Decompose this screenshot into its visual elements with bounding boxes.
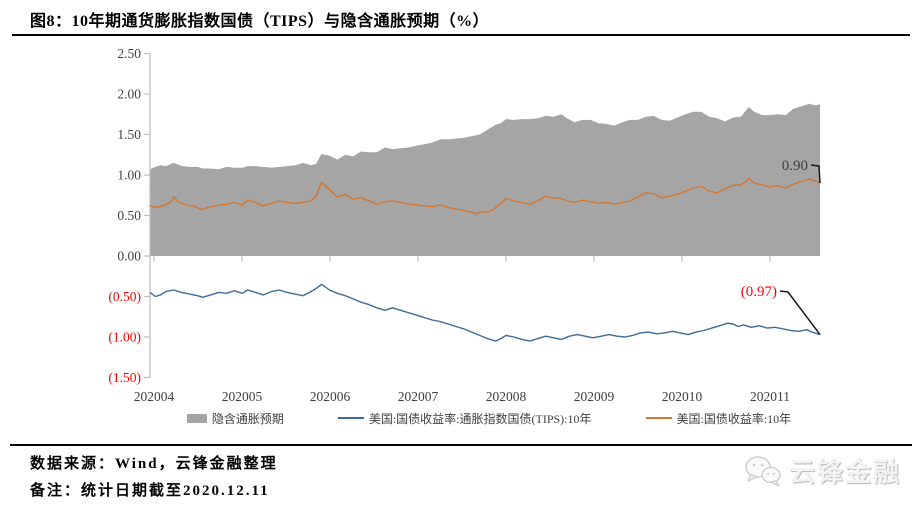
nominal-yield-line xyxy=(149,177,821,215)
figure-title: 图8：10年期通货膨胀指数国债（TIPS）与隐含通胀预期（%） xyxy=(30,13,490,30)
legend-item-nominal: 美国:国债收益率:10年 xyxy=(645,410,792,427)
wechat-bubbles-icon xyxy=(745,455,781,487)
annotation-value-label: (0.97) xyxy=(741,284,777,300)
footer-divider xyxy=(10,444,912,446)
legend-label-breakeven: 隐含通胀预期 xyxy=(211,411,284,426)
y-axis-tick-label: (1.50) xyxy=(108,370,141,385)
legend-item-breakeven: 隐含通胀预期 xyxy=(186,410,284,427)
x-axis-tick-label: 202006 xyxy=(310,389,351,404)
y-axis-tick-label: 2.50 xyxy=(117,46,141,61)
y-axis-tick-label: (0.50) xyxy=(108,289,141,304)
brand-logo-text: 云锋金融 xyxy=(788,458,901,487)
nominal-line-swatch xyxy=(645,417,672,419)
annotation-callout-line xyxy=(779,290,821,336)
y-axis-tick-label: 0.00 xyxy=(117,249,141,264)
title-divider xyxy=(12,34,910,36)
y-axis-tick-label: 1.00 xyxy=(117,168,141,183)
x-axis-tick-label: 202009 xyxy=(574,389,615,404)
tips-yield-line xyxy=(149,283,821,342)
x-axis-tick-label: 202004 xyxy=(134,389,175,404)
legend-label-nominal: 美国:国债收益率:10年 xyxy=(676,411,792,426)
annotation-value-label: 0.90 xyxy=(782,158,808,174)
x-axis-tick-label: 202011 xyxy=(750,389,790,404)
x-axis-tick-label: 202007 xyxy=(398,389,439,404)
brand-watermark: 云锋金融 xyxy=(743,452,901,489)
x-axis-tick-label: 202005 xyxy=(222,389,263,404)
annotation-callout-line xyxy=(810,164,821,184)
note-text: 备注：统计日期截至2020.12.11 xyxy=(30,483,270,499)
y-axis-tick-label: 1.50 xyxy=(117,127,141,142)
chart-legend: 隐含通胀预期 美国:国债收益率:通胀指数国债(TIPS):10年 美国:国债收益… xyxy=(55,408,923,428)
x-axis-tick-label: 202010 xyxy=(662,389,703,404)
y-axis-tick-label: (1.00) xyxy=(108,330,141,345)
legend-item-tips: 美国:国债收益率:通胀指数国债(TIPS):10年 xyxy=(337,410,592,427)
data-source-text: 数据来源：Wind，云锋金融整理 xyxy=(30,456,278,472)
y-axis-tick-label: 2.00 xyxy=(117,87,141,102)
x-axis-tick-label: 202008 xyxy=(486,389,527,404)
breakeven-area xyxy=(150,103,820,256)
breakeven-area-swatch xyxy=(186,413,207,423)
tips-line-swatch xyxy=(337,417,364,419)
y-axis-tick-label: 0.50 xyxy=(117,208,141,223)
legend-label-tips: 美国:国债收益率:通胀指数国债(TIPS):10年 xyxy=(368,411,592,426)
